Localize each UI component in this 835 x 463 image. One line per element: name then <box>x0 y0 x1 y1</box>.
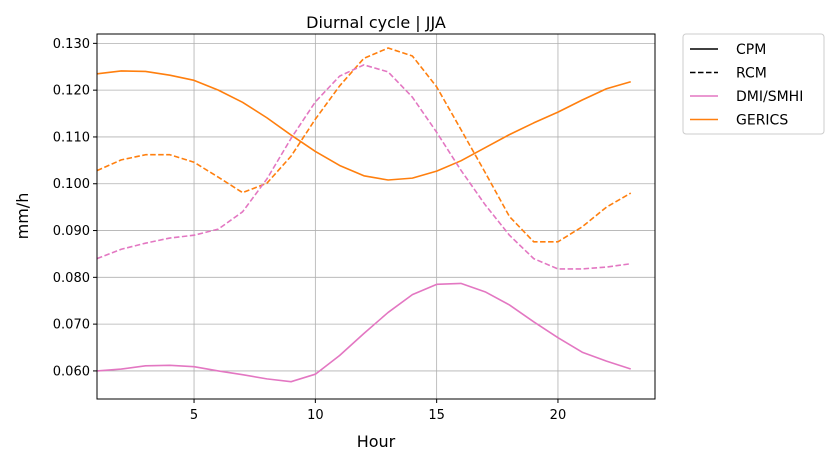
y-tick-label: 0.080 <box>53 271 90 286</box>
y-tick-label: 0.090 <box>53 224 90 239</box>
series-line-gerics-rcm <box>97 47 632 243</box>
plot-frame <box>96 33 656 400</box>
y-tick-label: 0.100 <box>53 177 90 192</box>
series-line-dmi-smhi-rcm <box>97 64 631 270</box>
series-layer <box>97 47 632 383</box>
legend-label-dmi-smhi: DMI/SMHI <box>736 89 803 105</box>
y-tick-label: 0.120 <box>53 84 90 99</box>
x-tick-label: 10 <box>307 408 324 423</box>
legend-label-cpm: CPM <box>736 42 766 58</box>
ticks: 5 10 15 20 0.060 0.070 0.080 0.090 0.100 0.110 0.1… <box>53 37 566 423</box>
x-tick-label: 15 <box>428 408 445 423</box>
series-line-dmi-smhi-cpm <box>97 282 631 383</box>
y-tick-label: 0.060 <box>53 364 90 379</box>
y-axis-label: mm/h <box>13 193 32 240</box>
series-line-gerics-cpm <box>97 70 631 181</box>
x-tick-label: 20 <box>550 408 567 423</box>
legend: CPM RCM DMI/SMHI GERICS <box>682 33 825 135</box>
grid <box>97 34 655 399</box>
legend-label-gerics: GERICS <box>736 113 788 129</box>
chart-title: Diurnal cycle | JJA <box>306 13 446 32</box>
y-tick-label: 0.110 <box>53 130 90 145</box>
legend-label-rcm: RCM <box>736 66 767 82</box>
y-tick-label: 0.070 <box>53 318 90 333</box>
x-tick-label: 5 <box>190 408 198 423</box>
x-axis-label: Hour <box>357 432 396 451</box>
legend-frame <box>682 33 825 135</box>
y-tick-label: 0.130 <box>53 37 90 52</box>
